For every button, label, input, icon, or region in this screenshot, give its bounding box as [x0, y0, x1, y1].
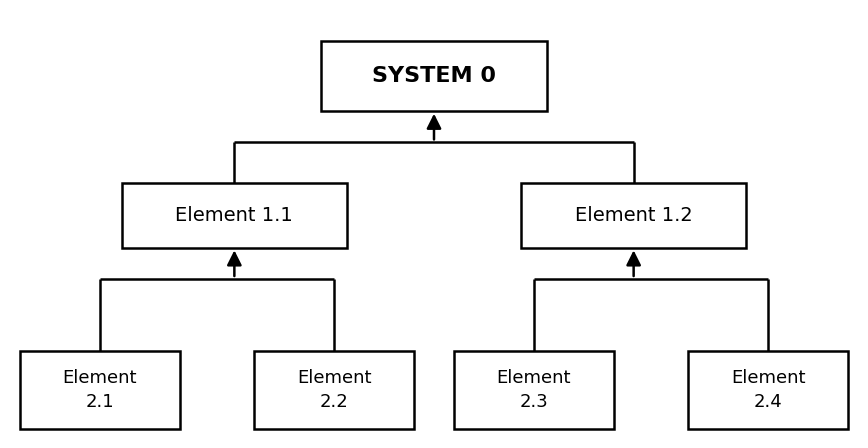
Text: Element 1.1: Element 1.1 [175, 206, 293, 224]
Text: Element 1.2: Element 1.2 [575, 206, 693, 224]
Bar [20, 350, 181, 429]
Bar [521, 182, 746, 247]
Bar [453, 350, 615, 429]
Text: Element
2.2: Element 2.2 [297, 369, 372, 410]
Text: Element
2.1: Element 2.1 [62, 369, 137, 410]
Bar [687, 350, 849, 429]
Bar [122, 182, 347, 247]
Bar [321, 41, 547, 111]
Text: Element
2.3: Element 2.3 [496, 369, 571, 410]
Text: Element
2.4: Element 2.4 [731, 369, 806, 410]
Bar [253, 350, 415, 429]
Text: SYSTEM 0: SYSTEM 0 [372, 66, 496, 86]
